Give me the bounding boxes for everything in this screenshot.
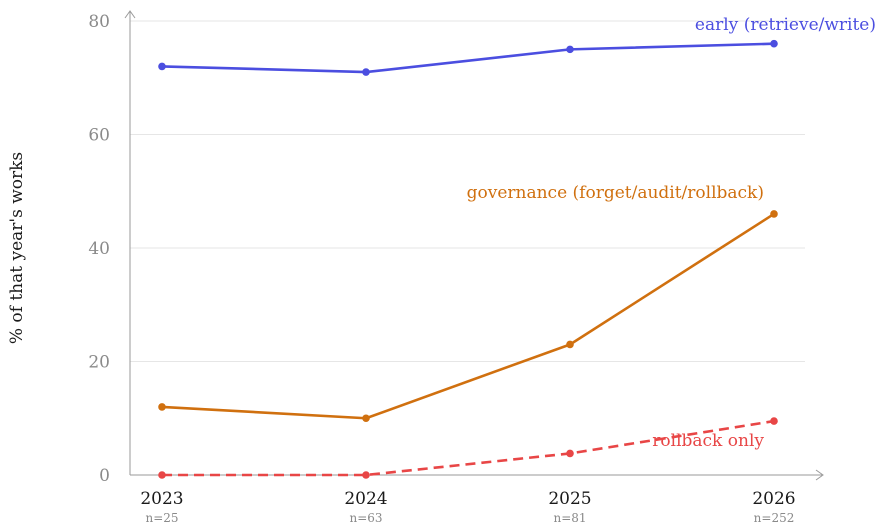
y-tick-label: 80 <box>88 12 110 32</box>
data-point <box>158 471 166 479</box>
y-tick-label: 0 <box>99 466 110 486</box>
y-axis-label: % of that year's works <box>7 152 27 344</box>
y-tick-label: 40 <box>88 239 110 259</box>
y-tick-labels: 0 20 40 60 80 <box>88 12 110 486</box>
x-tick-label: 2025 <box>548 489 591 509</box>
gridlines <box>130 20 805 362</box>
series-labels: early (retrieve/write) governance (forget… <box>467 15 876 451</box>
series-label: governance (forget/audit/rollback) <box>467 183 764 203</box>
sample-size-label: n=25 <box>145 511 178 525</box>
x-tick-label: 2024 <box>344 489 387 509</box>
series-lines <box>158 39 778 479</box>
sample-size-label: n=81 <box>553 511 586 525</box>
series-label: early (retrieve/write) <box>695 15 876 35</box>
data-point <box>566 340 574 349</box>
y-tick-label: 60 <box>88 126 110 146</box>
series-line <box>162 419 775 477</box>
x-tick-labels: 2023 n=25 2024 n=63 2025 n=81 2026 n=252 <box>140 489 795 525</box>
data-point <box>566 45 574 54</box>
sample-size-label: n=63 <box>349 511 382 525</box>
data-point <box>362 471 370 479</box>
series-label: rollback only <box>652 431 764 451</box>
y-tick-label: 20 <box>88 353 110 373</box>
data-point <box>770 417 778 425</box>
x-axis-arrow <box>815 469 824 481</box>
data-point <box>158 403 166 411</box>
data-point <box>566 449 574 458</box>
x-tick-label: 2023 <box>140 489 183 509</box>
series-line <box>161 212 775 420</box>
data-point <box>362 68 370 76</box>
x-tick-label: 2026 <box>752 489 795 509</box>
data-point <box>770 39 778 48</box>
data-point <box>362 414 370 423</box>
series-line <box>161 42 775 74</box>
y-axis-arrow <box>124 10 136 19</box>
data-point <box>770 210 778 218</box>
data-point <box>158 62 166 71</box>
sample-size-label: n=252 <box>754 511 795 525</box>
